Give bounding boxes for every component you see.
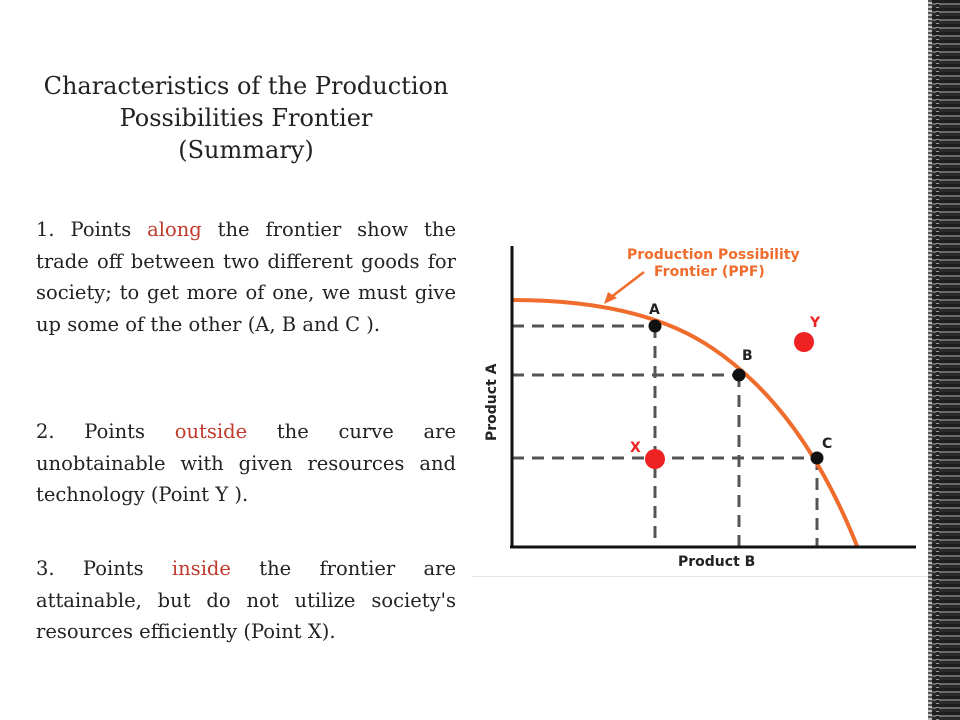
point-b-marker (732, 368, 746, 382)
title-line-3: (Summary) (178, 136, 314, 164)
ppf-label-line-2: Frontier (PPF) (654, 264, 765, 280)
point-y-label: Y (809, 315, 821, 331)
point-b-label: B (742, 348, 753, 364)
ppf-label-arrow (604, 271, 645, 304)
point-outside-paragraph: 2. Points outside the curve are unobtain… (36, 420, 456, 506)
point-c-marker (810, 451, 824, 465)
ppf-curve (511, 298, 859, 547)
decorative-right-border (928, 0, 960, 720)
ppf-graph-panel: A B C Y X Production Possibility Frontie… (472, 228, 928, 577)
point-a-marker (648, 319, 662, 333)
y-axis-label: Product A (484, 363, 500, 441)
keyword-outside: outside (174, 420, 248, 443)
point-y-marker (794, 332, 814, 352)
keyword-along: along (147, 218, 202, 241)
keyword-inside: inside (171, 557, 231, 580)
point-x-label: X (630, 440, 641, 456)
ppf-label-line-1: Production Possibility (627, 247, 800, 263)
guide-lines (512, 324, 819, 546)
point-inside-paragraph: 3. Points inside the frontier are attain… (36, 557, 456, 643)
point-a-label: A (649, 302, 660, 318)
slide-title: Characteristics of the Production Possib… (30, 70, 462, 166)
axes (510, 246, 916, 549)
point-along-paragraph: 1. Points along the frontier show the tr… (36, 218, 456, 336)
title-line-1: Characteristics of the Production (43, 72, 449, 100)
x-axis-label: Product B (678, 554, 755, 570)
point-x-marker (645, 449, 665, 469)
point-c-label: C (822, 436, 832, 452)
ppf-graph: A B C Y X Production Possibility Frontie… (484, 246, 916, 570)
title-line-2: Possibilities Frontier (119, 104, 373, 132)
